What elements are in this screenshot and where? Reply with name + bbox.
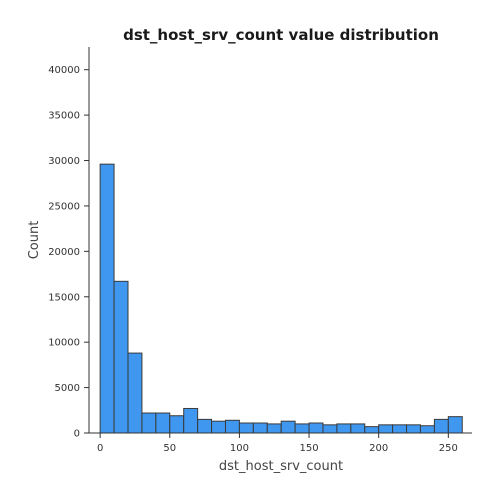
y-tick-label: 40000 bbox=[48, 65, 80, 76]
bars-group bbox=[99, 163, 463, 434]
histogram-bar bbox=[169, 415, 185, 434]
histogram-bar bbox=[308, 422, 324, 434]
x-tick-label: 150 bbox=[300, 443, 319, 454]
histogram-bar bbox=[433, 418, 449, 434]
histogram-bar bbox=[322, 424, 338, 434]
x-axis-ticks: 0 50 100 150 200 250 bbox=[97, 433, 458, 454]
x-tick-label: 200 bbox=[369, 443, 388, 454]
histogram-bar bbox=[155, 412, 171, 434]
histogram-bar bbox=[378, 424, 394, 434]
histogram-bar bbox=[127, 352, 143, 434]
histogram-bar bbox=[238, 422, 254, 434]
x-tick-label: 100 bbox=[230, 443, 249, 454]
y-tick-label: 25000 bbox=[48, 201, 80, 212]
x-tick-label: 0 bbox=[97, 443, 103, 454]
y-tick-label: 5000 bbox=[55, 383, 80, 394]
histogram-bar bbox=[419, 425, 435, 434]
histogram-bar bbox=[406, 424, 421, 434]
y-tick-label: 0 bbox=[74, 429, 80, 440]
y-tick-label: 15000 bbox=[48, 292, 80, 303]
histogram-bar bbox=[350, 423, 366, 434]
y-tick-label: 35000 bbox=[48, 111, 80, 122]
histogram-bar bbox=[141, 412, 157, 434]
histogram-bar bbox=[252, 422, 268, 434]
histogram-bar bbox=[266, 423, 282, 434]
y-tick-label: 20000 bbox=[48, 247, 80, 258]
y-tick-label: 10000 bbox=[48, 338, 80, 349]
histogram-bar bbox=[99, 163, 115, 434]
x-tick-label: 250 bbox=[439, 443, 458, 454]
histogram-bar bbox=[224, 419, 240, 434]
x-tick-label: 50 bbox=[163, 443, 176, 454]
chart-title: dst_host_srv_count value distribution bbox=[123, 26, 439, 44]
histogram-bar bbox=[197, 418, 213, 434]
histogram-bar bbox=[211, 420, 226, 434]
histogram-bar bbox=[392, 424, 408, 434]
y-axis-label: Count bbox=[27, 221, 42, 260]
y-axis-ticks: 0 5000 10000 15000 20000 25000 30000 35000 40000 bbox=[48, 65, 89, 440]
histogram-bar bbox=[336, 423, 352, 434]
histogram-bar bbox=[294, 423, 310, 434]
x-axis-label: dst_host_srv_count bbox=[219, 459, 343, 474]
y-tick-label: 30000 bbox=[48, 156, 80, 167]
histogram-bar bbox=[113, 280, 129, 434]
histogram-bar bbox=[364, 426, 380, 434]
histogram-bar bbox=[280, 420, 296, 434]
histogram-bar bbox=[183, 407, 199, 434]
histogram-bar bbox=[447, 416, 463, 434]
